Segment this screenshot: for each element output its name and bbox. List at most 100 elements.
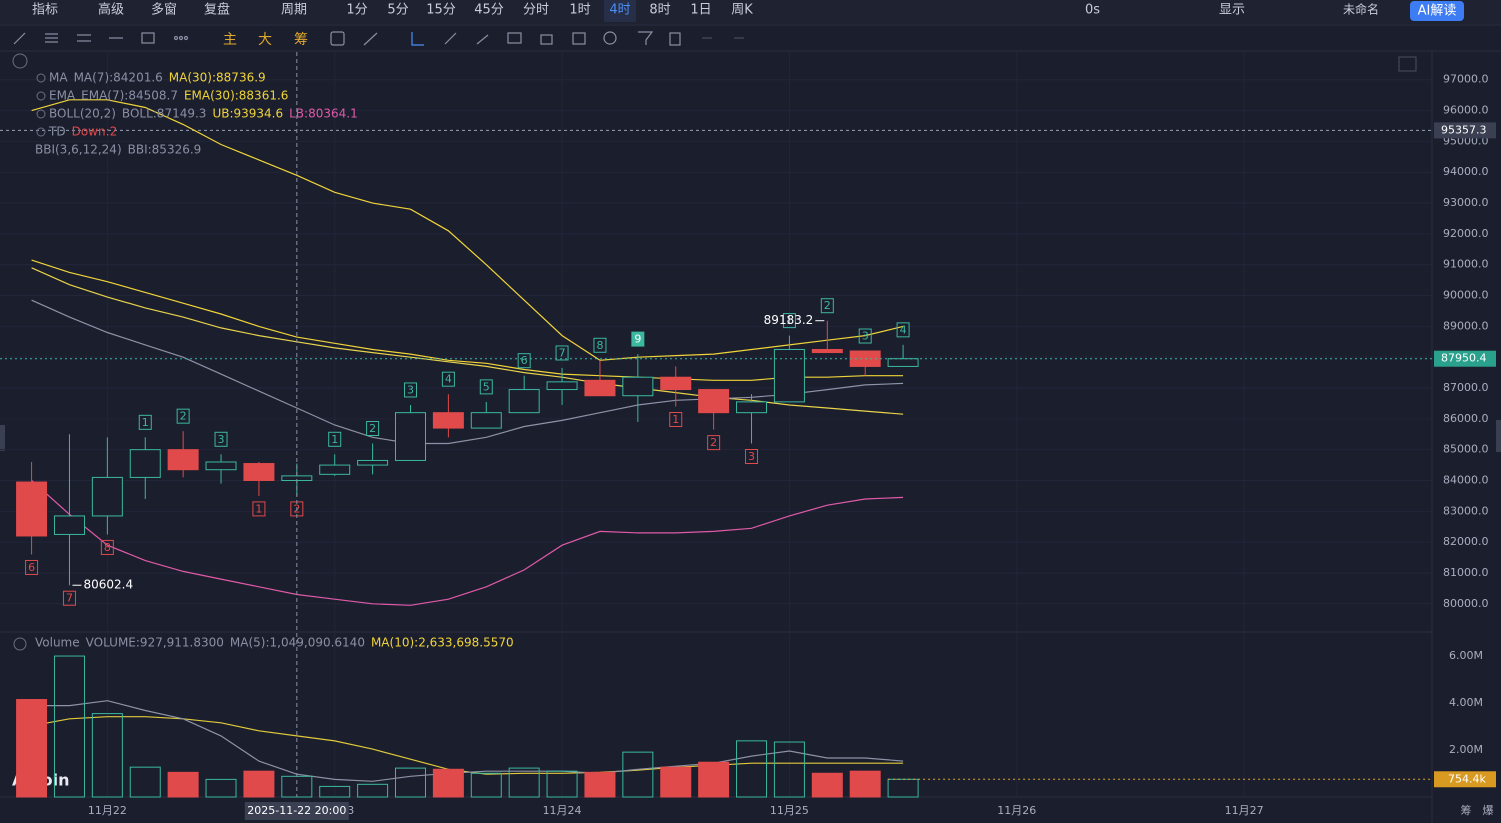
high-label: 89183.2 <box>764 313 814 327</box>
main-tool[interactable]: 筹 <box>294 31 308 48</box>
side-tab[interactable] <box>1496 420 1501 452</box>
period-button[interactable]: 4时 <box>609 3 630 18</box>
td-box <box>707 435 721 451</box>
collapse-icon[interactable] <box>12 53 28 69</box>
td-label: 3 <box>862 330 869 343</box>
period-button[interactable]: 15分 <box>426 3 456 18</box>
toolbar-right-item[interactable]: 显示 <box>1219 3 1245 18</box>
td-label: 7 <box>66 592 73 605</box>
toolbar-item[interactable]: 高级 <box>98 2 124 18</box>
volume-bar <box>849 770 881 798</box>
top-bar <box>0 0 1501 24</box>
legend-bell <box>36 91 46 101</box>
ai-button-bg[interactable] <box>1410 1 1464 21</box>
legend-bell <box>36 109 46 119</box>
volume-bar <box>698 761 730 798</box>
legend-item: EMA(30):88361.6 <box>184 89 288 103</box>
volume-tick-label: 2.00M <box>1449 743 1483 756</box>
volume-bar <box>357 783 389 798</box>
toolbar-item[interactable]: 指标 <box>32 3 58 18</box>
period-button[interactable]: 8时 <box>649 3 670 18</box>
period-button[interactable]: 5分 <box>387 3 408 18</box>
y-tick-label: 87000.0 <box>1443 381 1489 394</box>
td-box <box>176 408 190 424</box>
candle-body <box>622 376 654 397</box>
candle-body <box>243 463 275 481</box>
period-button[interactable]: 分时 <box>523 3 549 18</box>
volume-bar <box>205 778 237 798</box>
period-button[interactable]: 1日 <box>690 3 711 18</box>
td-label: 9 <box>634 333 641 346</box>
period-button[interactable]: 45分 <box>474 3 504 18</box>
y-tick-label: 83000.0 <box>1443 504 1489 517</box>
y-tick-label: 93000.0 <box>1443 196 1489 209</box>
drawing-tools[interactable] <box>13 31 744 46</box>
volume-bar <box>432 768 464 798</box>
legend-item: EMA <box>49 89 76 103</box>
td-box <box>138 414 152 430</box>
toolbar-item[interactable]: 多窗 <box>151 2 177 18</box>
td-label: 3 <box>748 450 755 463</box>
td-label: 5 <box>483 380 490 393</box>
legend-item: BBI:85326.9 <box>128 143 202 157</box>
td-box <box>820 298 834 314</box>
volume-bar <box>584 771 616 798</box>
td-label: 8 <box>104 541 111 554</box>
td-box <box>745 448 759 464</box>
candle-body <box>546 381 578 391</box>
ai-button[interactable]: AI解读 <box>1418 4 1457 19</box>
price-tag-bg <box>1434 122 1496 139</box>
candle-body <box>16 481 48 537</box>
period-button[interactable]: 1分 <box>346 3 367 18</box>
side-tab[interactable] <box>0 425 5 451</box>
legend-item: UB:93934.6 <box>212 107 283 121</box>
toolbar-right-item[interactable]: 未命名 <box>1343 2 1379 17</box>
legend-item: MA(10):2,633,698.5570 <box>371 636 514 650</box>
period-button[interactable]: 周K <box>731 3 753 18</box>
indicator-line <box>31 299 904 445</box>
candle-body <box>887 358 919 367</box>
td-box <box>669 412 683 428</box>
cycle-menu[interactable]: 周期 <box>281 3 307 18</box>
td-label: 1 <box>331 433 338 446</box>
candle-body <box>773 348 805 403</box>
fullscreen-icon[interactable] <box>1398 56 1417 72</box>
volume-ma-line <box>31 700 904 782</box>
volume-bar <box>53 655 85 798</box>
volume-bar <box>394 767 426 798</box>
volume-bar <box>319 785 351 798</box>
td-label: 1 <box>142 416 149 429</box>
td-label: 2 <box>710 436 717 449</box>
current-price-tag: 87950.4 <box>1441 352 1487 365</box>
candle-body <box>357 459 389 466</box>
y-tick-label: 85000.0 <box>1443 443 1489 456</box>
y-tick-label: 97000.0 <box>1443 73 1489 86</box>
corner-button[interactable]: 筹 <box>1461 803 1472 817</box>
grid <box>0 52 1432 797</box>
candle-body <box>432 412 464 429</box>
corner-button[interactable]: 爆 <box>1483 803 1494 817</box>
candle-body <box>508 389 540 414</box>
indicator-line <box>31 480 904 606</box>
td-box <box>25 559 39 575</box>
x-tick-label: 11月24 <box>543 804 582 817</box>
x-tick-label: 11月26 <box>997 804 1036 817</box>
volume-bar <box>773 741 805 798</box>
td-label: 1 <box>672 413 679 426</box>
legend-item: VOLUME:927,911.8300 <box>86 636 224 650</box>
volume-tick-label: 4.00M <box>1449 696 1483 709</box>
main-tool[interactable]: 主 <box>223 32 237 48</box>
toolbar-item[interactable]: 复盘 <box>204 2 230 18</box>
main-tool[interactable]: 大 <box>258 32 272 48</box>
td-label: 1 <box>786 314 793 327</box>
legend-bell <box>36 73 46 83</box>
td-box <box>593 337 607 353</box>
toolbar-right-item[interactable]: 0s <box>1085 3 1100 18</box>
candle-body <box>584 379 616 397</box>
low-label: 80602.4 <box>83 578 133 592</box>
period-button[interactable]: 1时 <box>569 3 590 18</box>
candle-body <box>698 389 730 414</box>
candle-body <box>91 476 123 517</box>
td-box <box>555 345 569 361</box>
